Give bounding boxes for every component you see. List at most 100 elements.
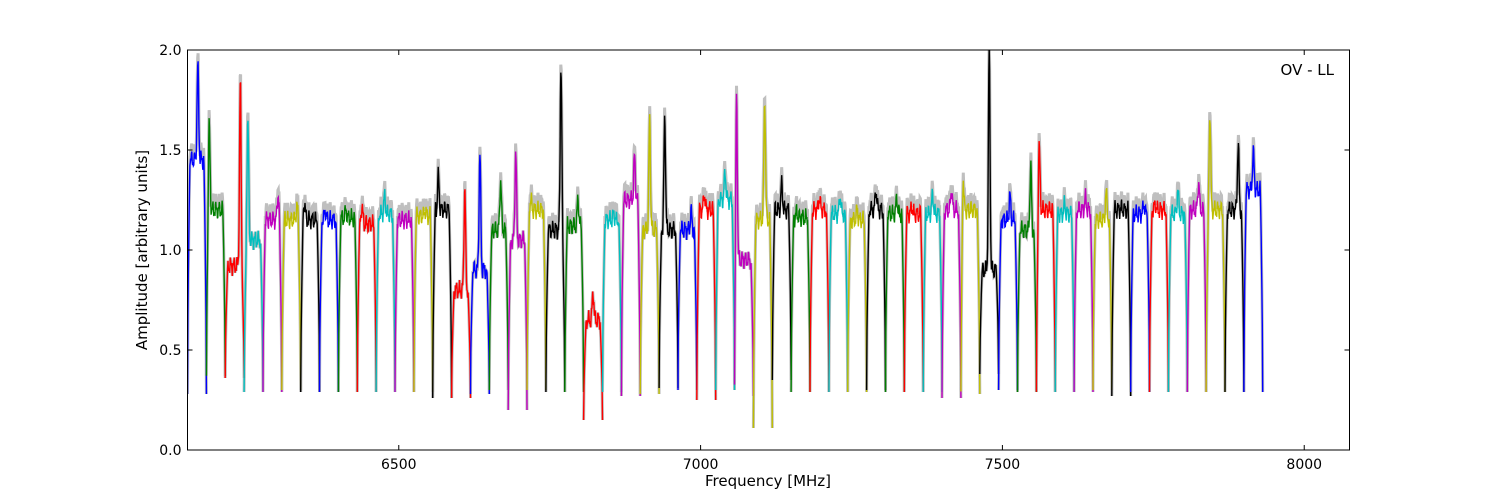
background-trace-segment (1110, 191, 1133, 397)
band-trace (394, 210, 415, 393)
y-tick-label: 2.0 (159, 43, 181, 59)
x-tick-label: 7500 (985, 457, 1021, 473)
background-trace-segment (997, 182, 1019, 391)
background-trace-segment (1223, 134, 1246, 393)
band-trace (337, 205, 358, 393)
band-trace (771, 175, 792, 381)
band-trace (1092, 188, 1113, 391)
background-trace-segment (1016, 152, 1038, 393)
background-trace-segment (280, 193, 303, 391)
band-trace (884, 193, 905, 393)
x-axis-label: Frequency [MHz] (705, 472, 831, 490)
band-trace (526, 192, 547, 391)
band-trace (243, 120, 264, 393)
band-trace (847, 204, 868, 393)
band-trace (450, 189, 472, 399)
band-trace (677, 204, 698, 391)
band-trace (432, 166, 453, 399)
band-trace (356, 203, 377, 393)
band-trace (620, 152, 641, 397)
x-tick-label: 8000 (1286, 457, 1322, 473)
background-trace-segment (770, 167, 793, 381)
band-trace (997, 191, 1019, 391)
background-trace-segment (902, 192, 925, 393)
band-trace (639, 114, 660, 395)
band-trace (545, 72, 566, 393)
band-trace (960, 180, 981, 395)
band-trace (903, 201, 924, 393)
band-trace (790, 204, 811, 393)
chart-annotation: OV - LL (1281, 61, 1335, 79)
band-trace (469, 154, 490, 395)
band-trace (1205, 120, 1226, 393)
y-tick-label: 1.5 (159, 143, 181, 159)
band-trace (564, 194, 585, 393)
band-trace (1224, 142, 1245, 393)
background-trace-segment (789, 195, 812, 393)
band-trace (205, 118, 226, 377)
background-trace-segment (695, 186, 718, 401)
band-trace (922, 188, 943, 393)
band-trace (1186, 182, 1207, 393)
y-tick-label: 1.0 (159, 243, 181, 259)
band-trace (601, 209, 623, 393)
band-trace (696, 195, 717, 401)
band-trace (1111, 199, 1132, 397)
y-tick-label: 0.0 (159, 443, 181, 459)
background-trace-segment (450, 180, 472, 399)
band-trace (413, 206, 434, 393)
band-trace (979, 50, 1000, 375)
band-trace (281, 201, 302, 391)
background-trace-segment (751, 94, 774, 429)
band-trace (1148, 200, 1170, 393)
band-trace (828, 198, 849, 393)
band-trace (224, 82, 245, 379)
band-trace (1167, 189, 1189, 393)
band-trace (1073, 188, 1094, 393)
band-trace (715, 169, 736, 391)
background-trace-segment (299, 194, 321, 393)
background-trace-segment (582, 291, 604, 421)
background-trace-segment (676, 196, 699, 391)
y-tick-label: 0.5 (159, 343, 181, 359)
band-trace (809, 196, 830, 393)
plot-area (187, 50, 1265, 429)
y-axis-ticks: 0.0 0.5 1.0 1.5 2.0 (159, 43, 1350, 459)
band-trace (1016, 160, 1038, 393)
background-trace-segment (1034, 133, 1057, 393)
band-trace (318, 209, 340, 393)
background-trace-segment (412, 198, 435, 393)
band-trace (658, 115, 679, 389)
plot-frame (187, 49, 1350, 451)
band-trace (375, 188, 396, 393)
band-trace (1129, 200, 1151, 393)
background-trace-segment (431, 158, 454, 399)
band-trace (262, 194, 283, 393)
band-trace (752, 104, 773, 429)
band-trace (1035, 141, 1056, 393)
background-trace-segment (619, 142, 642, 397)
x-tick-label: 6500 (381, 457, 417, 473)
background-trace-segment (1242, 137, 1265, 393)
background-trace-segment (657, 107, 680, 389)
background-trace-segment (1129, 192, 1151, 393)
band-trace (582, 291, 604, 421)
band-trace (488, 180, 509, 391)
band-trace (300, 202, 321, 393)
band-trace (1054, 195, 1075, 393)
band-trace (507, 151, 528, 411)
x-axis-ticks: 6500 7000 7500 8000 (381, 50, 1322, 473)
band-trace (865, 192, 887, 391)
background-trace-segment (336, 197, 359, 393)
y-axis-label: Amplitude [arbitrary units] (133, 150, 151, 350)
background-trace-segment (487, 172, 510, 391)
band-trace (733, 93, 755, 397)
background-trace-segment (506, 143, 529, 411)
band-trace (187, 61, 208, 395)
x-tick-label: 7000 (683, 457, 719, 473)
band-trace (1243, 145, 1264, 393)
background-trace-segment (1091, 179, 1114, 391)
band-trace (941, 193, 962, 399)
